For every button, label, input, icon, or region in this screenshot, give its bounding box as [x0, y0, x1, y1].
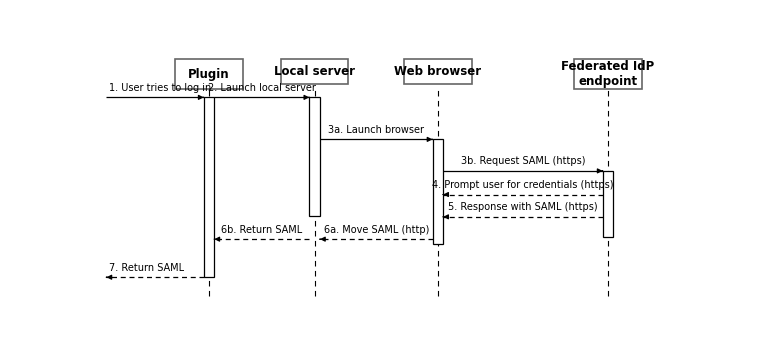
- Bar: [204, 98, 214, 277]
- Text: 1. User tries to log in: 1. User tries to log in: [109, 83, 211, 93]
- Text: 4. Prompt user for credentials (https): 4. Prompt user for credentials (https): [432, 180, 614, 190]
- Text: 2. Launch local server: 2. Launch local server: [208, 83, 316, 93]
- Text: 6a. Move SAML (http): 6a. Move SAML (http): [323, 225, 429, 235]
- Bar: [176, 59, 243, 89]
- Bar: [281, 59, 348, 84]
- Text: Local server: Local server: [274, 65, 355, 78]
- Bar: [432, 139, 443, 244]
- Text: Plugin: Plugin: [188, 68, 230, 81]
- Text: 7. Return SAML: 7. Return SAML: [109, 263, 185, 273]
- Bar: [575, 59, 642, 89]
- Bar: [404, 59, 472, 84]
- Text: 6b. Return SAML: 6b. Return SAML: [221, 225, 303, 235]
- Bar: [310, 98, 320, 216]
- Text: Federated IdP
endpoint: Federated IdP endpoint: [562, 60, 655, 88]
- Text: 3b. Request SAML (https): 3b. Request SAML (https): [461, 157, 585, 166]
- Text: Web browser: Web browser: [394, 65, 481, 78]
- Bar: [603, 171, 613, 237]
- Text: 5. Response with SAML (https): 5. Response with SAML (https): [448, 202, 598, 212]
- Text: 3a. Launch browser: 3a. Launch browser: [329, 125, 424, 135]
